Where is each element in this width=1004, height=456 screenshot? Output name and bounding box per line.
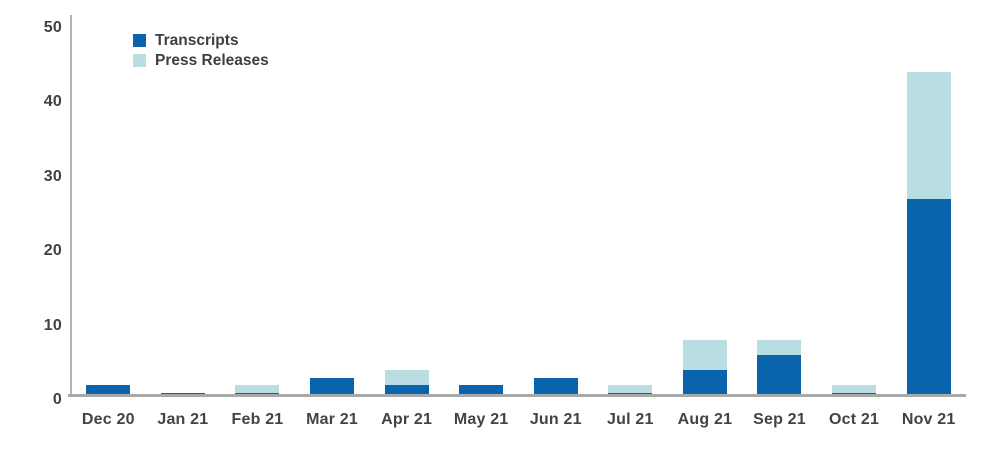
bar-stack xyxy=(757,340,802,397)
bar-stack xyxy=(310,377,355,397)
legend-label-transcripts: Transcripts xyxy=(155,32,239,49)
x-axis-label-jun-21: Jun 21 xyxy=(529,411,582,428)
bar-stack xyxy=(459,385,504,397)
bar-stack xyxy=(682,340,727,397)
y-tick-label-20: 20 xyxy=(43,242,62,259)
bar-stack xyxy=(384,370,429,397)
x-axis-label-apr-21: Apr 21 xyxy=(381,411,433,428)
transcripts-segment xyxy=(310,377,355,397)
press-releases-segment xyxy=(608,385,653,393)
x-axis-label-aug-21: Aug 21 xyxy=(677,411,733,428)
press-releases-segment xyxy=(757,340,802,356)
press-releases-segment xyxy=(906,72,951,199)
transcripts-swatch-icon xyxy=(133,34,146,47)
x-axis-line xyxy=(68,393,966,397)
transcripts-segment xyxy=(459,385,504,397)
bar-slot-mar-21 xyxy=(295,0,370,397)
bar-slot-may-21 xyxy=(444,0,519,397)
press-releases-segment xyxy=(682,340,727,371)
x-axis-label-dec-20: Dec 20 xyxy=(81,411,135,428)
bar-stack xyxy=(86,385,131,397)
bar-slot-aug-21 xyxy=(668,0,743,397)
x-axis-label-nov-21: Nov 21 xyxy=(901,411,956,428)
legend-item-press-releases: Press Releases xyxy=(133,53,269,68)
x-axis-label-jul-21: Jul 21 xyxy=(607,411,654,428)
transcripts-segment xyxy=(682,370,727,397)
bar-slot-jul-21 xyxy=(593,0,668,397)
bar-slot-oct-21 xyxy=(817,0,892,397)
press-releases-swatch-icon xyxy=(133,54,146,67)
x-axis-label-may-21: May 21 xyxy=(453,411,509,428)
bar-slot-dec-20 xyxy=(71,0,146,397)
x-axis-label-feb-21: Feb 21 xyxy=(231,411,284,428)
press-releases-segment xyxy=(235,385,280,393)
y-tick-label-30: 30 xyxy=(43,167,62,185)
x-axis-label-jan-21: Jan 21 xyxy=(157,411,209,428)
transcripts-segment xyxy=(533,377,578,397)
legend-label-press-releases: Press Releases xyxy=(155,52,269,69)
transcripts-segment xyxy=(384,385,429,397)
x-axis-labels: Dec 20 Jan 21 Feb 21 Mar 21 Apr 21 May 21 Jun … xyxy=(71,411,966,429)
y-tick-label-0: 0 xyxy=(52,391,62,408)
x-axis-label-oct-21: Oct 21 xyxy=(829,411,880,428)
bar-stack xyxy=(906,72,951,397)
bar-slot-apr-21 xyxy=(369,0,444,397)
bar-slot-sep-21 xyxy=(742,0,817,397)
plot-area xyxy=(71,0,966,397)
bar-stack xyxy=(533,377,578,397)
y-axis-line xyxy=(70,15,72,394)
transcripts-segment xyxy=(86,385,131,397)
transcripts-segment xyxy=(757,355,802,397)
y-tick-label-10: 10 xyxy=(43,316,62,334)
y-tick-label-50: 50 xyxy=(43,18,62,36)
legend: Transcripts Press Releases xyxy=(133,33,269,73)
press-releases-segment xyxy=(384,370,429,386)
transcripts-segment xyxy=(906,198,951,397)
x-axis-label-sep-21: Sep 21 xyxy=(753,411,806,428)
legend-item-transcripts: Transcripts xyxy=(133,33,269,48)
bar-slot-nov-21 xyxy=(891,0,966,397)
y-tick-label-40: 40 xyxy=(43,93,62,110)
bar-slot-jun-21 xyxy=(518,0,593,397)
press-releases-segment xyxy=(832,385,877,393)
x-axis-label-mar-21: Mar 21 xyxy=(306,411,358,428)
